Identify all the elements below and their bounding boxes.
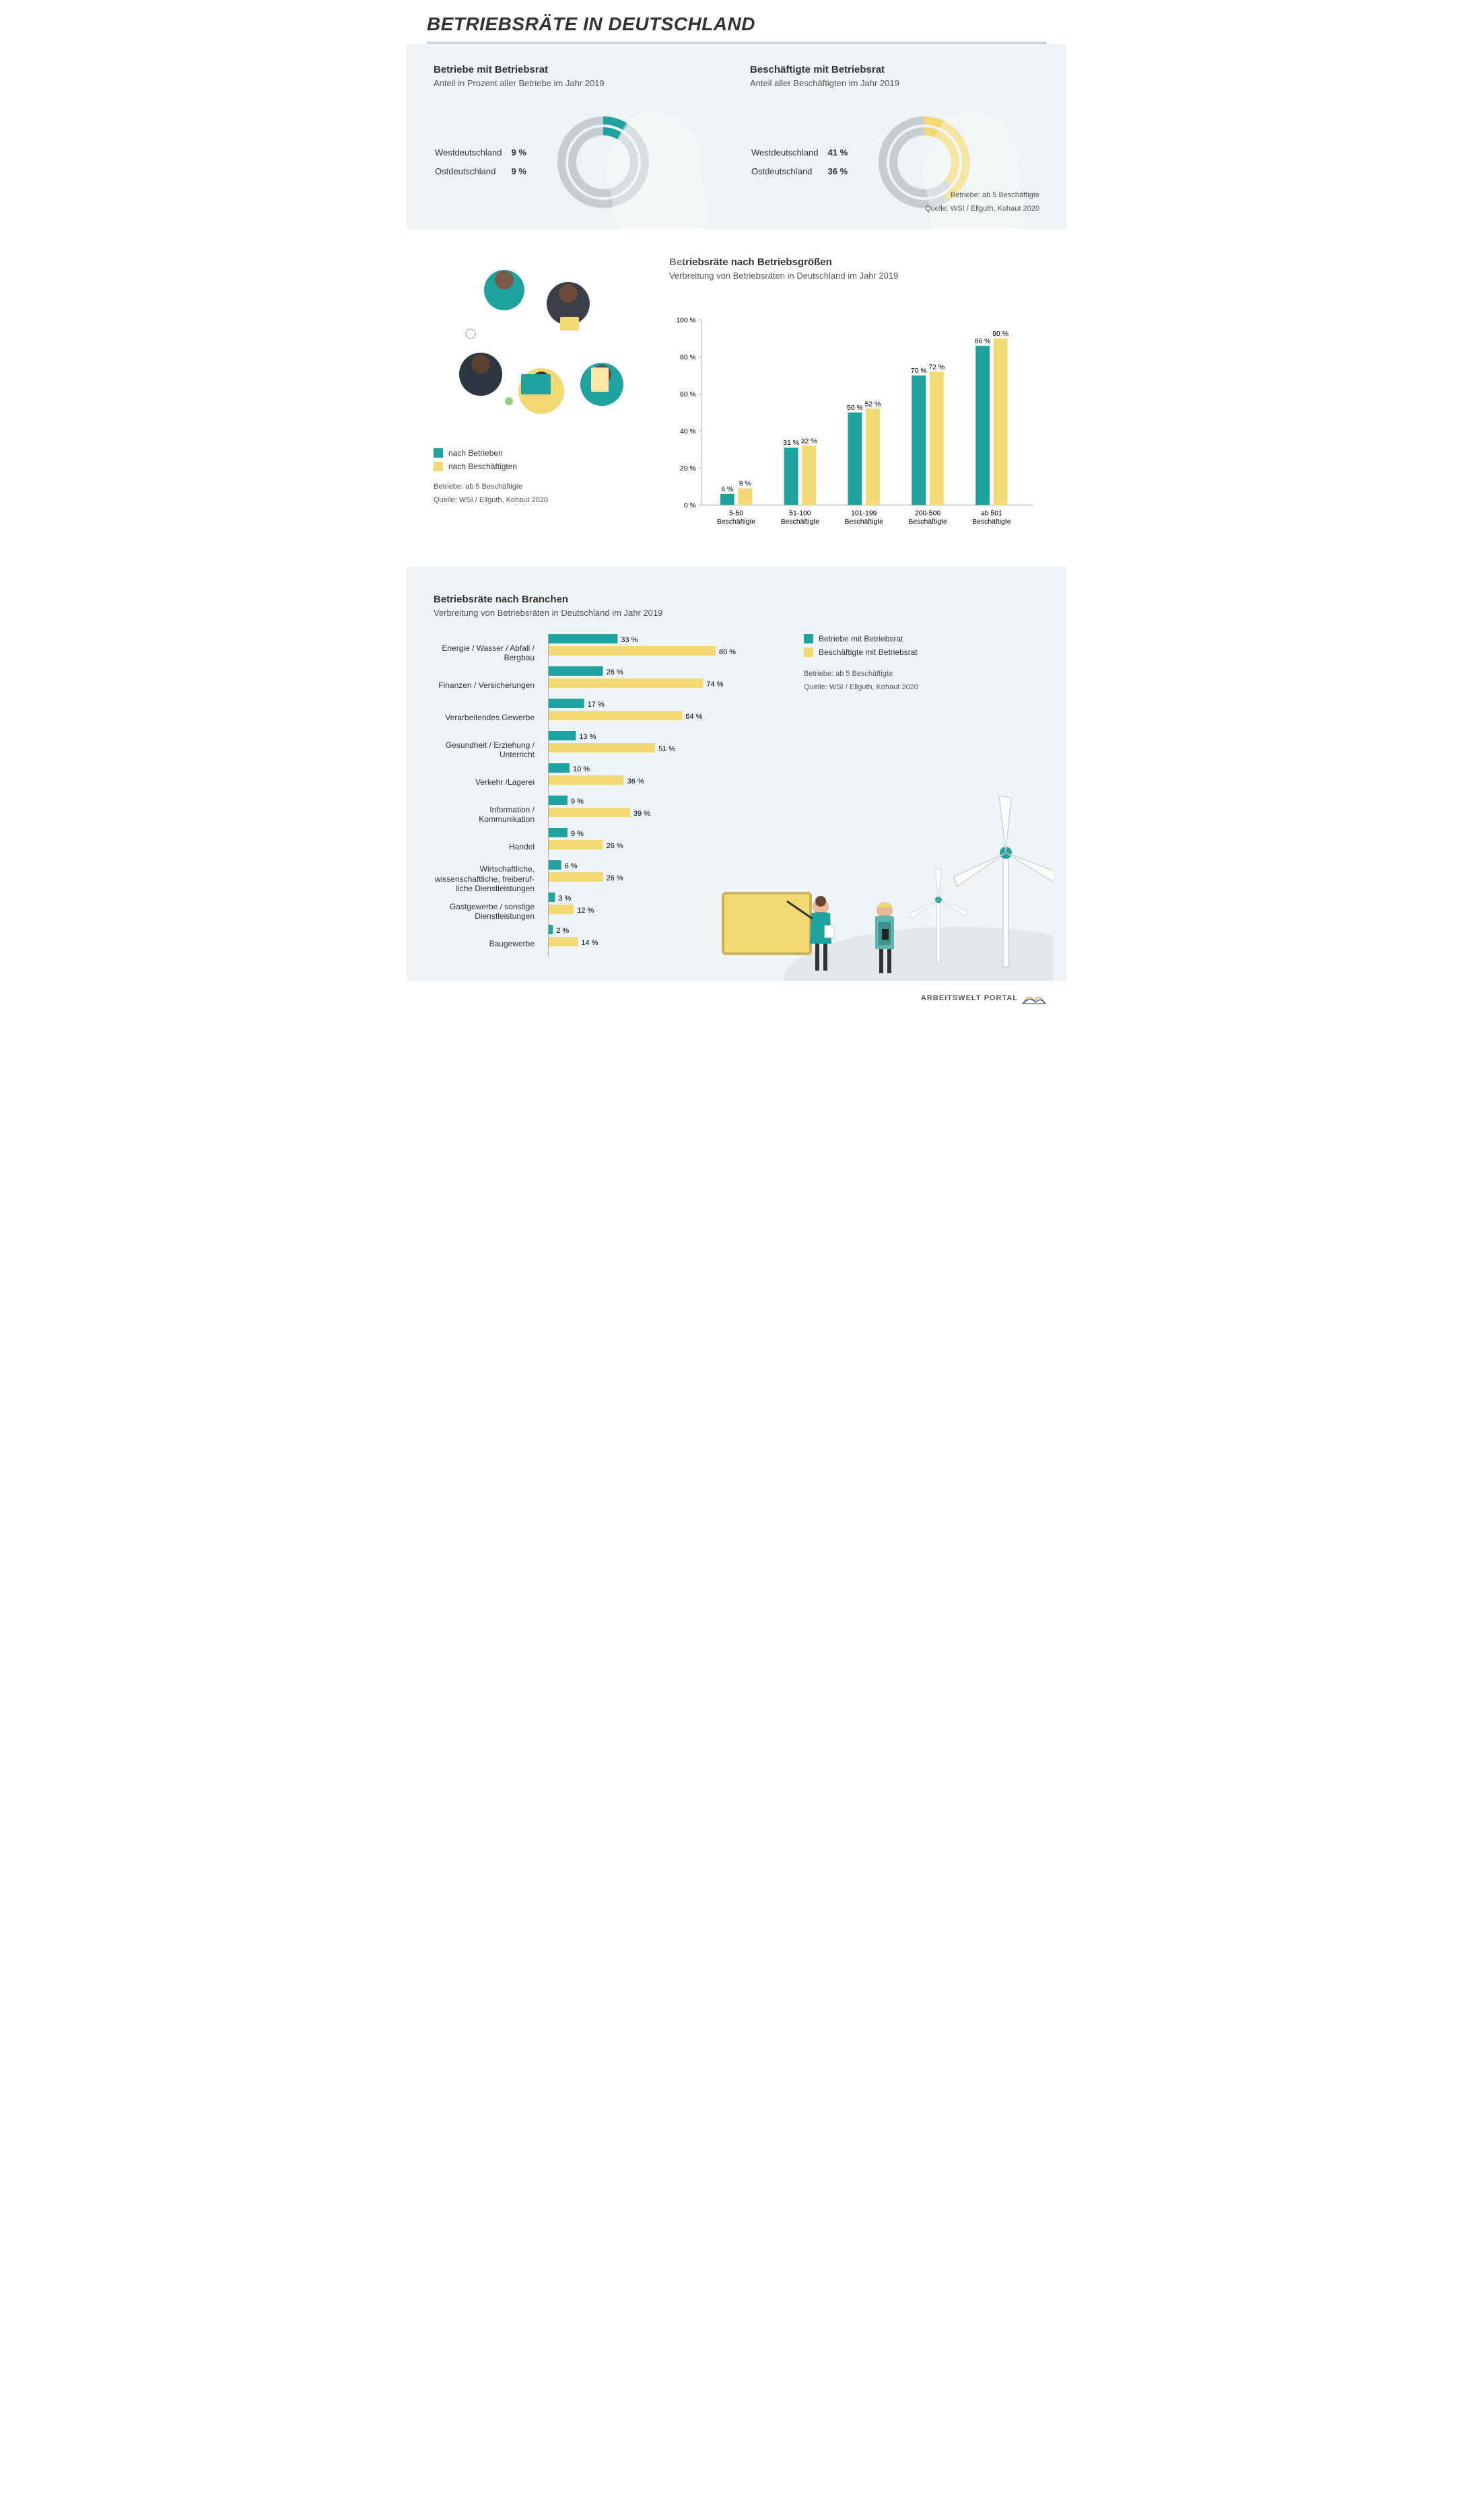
svg-text:3 %: 3 %	[558, 895, 571, 903]
svg-text:5-50: 5-50	[729, 510, 743, 517]
section-barchart: nach Betrieben nach Beschäftigten Betrieb…	[407, 230, 1066, 567]
people-illustration	[434, 256, 636, 431]
svg-text:36 %: 36 %	[627, 777, 644, 785]
svg-text:2 %: 2 %	[556, 927, 569, 935]
svg-text:32 %: 32 %	[801, 438, 817, 445]
legend-item: Beschäftigte mit Betriebsrat	[804, 648, 1039, 657]
svg-text:Beschäftigte: Beschäftigte	[717, 518, 756, 526]
panel-title: Beschäftigte mit Betriebsrat	[750, 64, 1039, 75]
svg-text:200-500: 200-500	[915, 510, 940, 517]
svg-text:86 %: 86 %	[975, 338, 991, 345]
svg-text:52 %: 52 %	[865, 400, 881, 408]
legend-item: Betriebe mit Betriebsrat	[804, 634, 1039, 643]
svg-text:26 %: 26 %	[607, 842, 623, 850]
legend: Betriebe mit Betriebsrat Beschäftigte mit…	[804, 634, 1039, 657]
chart-subtitle: Verbreitung von Betriebsräten in Deutsch…	[434, 608, 1039, 618]
svg-text:14 %: 14 %	[581, 939, 598, 947]
grouped-hbar-chart: 33 % 80 % 26 % 74 % 17 % 64 % 13 % 51 % 10 % 36 %…	[548, 634, 790, 957]
svg-text:101-199: 101-199	[851, 510, 877, 517]
svg-text:90 %: 90 %	[992, 330, 1008, 338]
svg-text:33 %: 33 %	[621, 636, 638, 644]
svg-text:13 %: 13 %	[579, 733, 596, 741]
hbar-category-labels: Energie / Wasser / Abfall / BergbauFinan…	[434, 634, 535, 960]
svg-text:ab 501: ab 501	[981, 510, 1002, 517]
svg-text:9 %: 9 %	[571, 830, 584, 838]
svg-text:0 %: 0 %	[684, 502, 696, 510]
section3-footnote: Betriebe: ab 5 Beschäftigte Quelle: WSI …	[804, 668, 1039, 695]
section1-footnote: Betriebe: ab 5 Beschäftigte Quelle: WSI …	[925, 189, 1039, 216]
svg-text:51 %: 51 %	[658, 745, 675, 753]
svg-text:74 %: 74 %	[706, 680, 723, 689]
legend: nach Betrieben nach Beschäftigten	[434, 448, 649, 471]
panel-betriebe: Betriebe mit Betriebsrat Anteil in Proze…	[434, 64, 723, 216]
svg-text:Beschäftigte: Beschäftigte	[781, 518, 820, 526]
svg-text:80 %: 80 %	[719, 648, 736, 656]
germany-map-icon	[588, 104, 723, 279]
svg-text:17 %: 17 %	[588, 701, 605, 709]
svg-text:64 %: 64 %	[685, 713, 702, 721]
chart-title: Betriebsräte nach Branchen	[434, 594, 1039, 605]
svg-text:26 %: 26 %	[607, 668, 623, 676]
donut-labels: Westdeutschland9 % Ostdeutschland9 %	[434, 143, 536, 182]
svg-text:60 %: 60 %	[680, 391, 696, 398]
section-donuts: Betriebe mit Betriebsrat Anteil in Proze…	[407, 44, 1066, 230]
svg-text:70 %: 70 %	[911, 368, 927, 375]
svg-text:6 %: 6 %	[565, 862, 578, 870]
section-hbarchart: Betriebsräte nach Branchen Verbreitung v…	[407, 567, 1066, 981]
svg-text:26 %: 26 %	[607, 874, 623, 882]
svg-text:9 %: 9 %	[571, 798, 584, 806]
brand-logo-icon	[1022, 991, 1046, 1005]
svg-text:50 %: 50 %	[847, 405, 863, 412]
svg-text:9 %: 9 %	[739, 481, 751, 488]
donut-labels: Westdeutschland41 % Ostdeutschland36 %	[750, 143, 857, 182]
panel-title: Betriebe mit Betriebsrat	[434, 64, 723, 75]
brand-label: ARBEITSWELT PORTAL	[921, 994, 1018, 1002]
footer: ARBEITSWELT PORTAL	[407, 981, 1066, 1016]
svg-text:100 %: 100 %	[676, 317, 696, 324]
legend-item: nach Betrieben	[434, 448, 649, 458]
svg-text:31 %: 31 %	[783, 440, 799, 447]
page-title: BETRIEBSRÄTE IN DEUTSCHLAND	[407, 0, 1066, 42]
svg-text:39 %: 39 %	[633, 810, 650, 818]
svg-text:40 %: 40 %	[680, 428, 696, 435]
panel-subtitle: Anteil aller Beschäftigten im Jahr 2019	[750, 78, 1039, 88]
svg-text:51-100: 51-100	[789, 510, 811, 517]
svg-text:Beschäftigte: Beschäftigte	[972, 518, 1011, 526]
svg-text:Beschäftigte: Beschäftigte	[908, 518, 947, 526]
svg-text:10 %: 10 %	[573, 765, 590, 773]
legend-item: nach Beschäftigten	[434, 462, 649, 471]
svg-text:20 %: 20 %	[680, 465, 696, 473]
svg-text:6 %: 6 %	[721, 486, 733, 493]
svg-text:Beschäftigte: Beschäftigte	[845, 518, 884, 526]
svg-text:80 %: 80 %	[680, 354, 696, 361]
section2-footnote: Betriebe: ab 5 Beschäftigte Quelle: WSI …	[434, 481, 649, 508]
grouped-bar-chart: 0 %20 %40 %60 %80 %100 %6 %9 %5-50Beschä…	[669, 301, 1039, 543]
svg-text:72 %: 72 %	[928, 363, 945, 371]
svg-text:12 %: 12 %	[577, 907, 594, 915]
panel-subtitle: Anteil in Prozent aller Betriebe im Jahr…	[434, 78, 723, 88]
